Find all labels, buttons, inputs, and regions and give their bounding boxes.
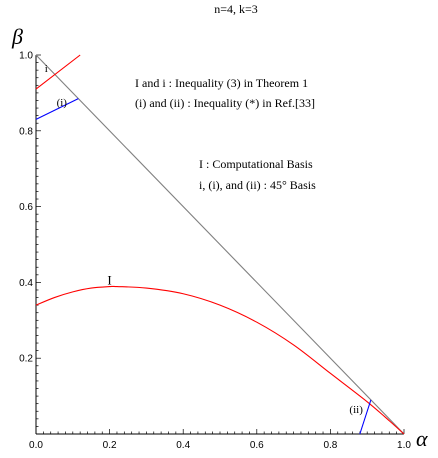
x-tick-label: 0.6 bbox=[250, 440, 264, 451]
y-ticks: 0.2 0.4 0.6 0.8 1.0 bbox=[19, 51, 33, 365]
y-axis-label: β bbox=[11, 24, 23, 49]
annotation-label: (ii) bbox=[349, 404, 363, 416]
minor-ticks bbox=[35, 54, 405, 435]
x-axis-label: α bbox=[416, 426, 428, 451]
x-tick-label: 0.0 bbox=[29, 440, 43, 451]
legend-line-1: I and i : Inequality (3) in Theorem 1 bbox=[135, 76, 308, 90]
y-tick-label: 1.0 bbox=[19, 51, 33, 62]
chart-title: n=4, k=3 bbox=[214, 2, 258, 16]
y-tick-label: 0.6 bbox=[19, 202, 33, 213]
legend-line-2: (i) and (ii) : Inequality (*) in Ref.[33… bbox=[135, 96, 315, 110]
x-tick-label: 1.0 bbox=[397, 440, 411, 451]
legend: I and i : Inequality (3) in Theorem 1 (i… bbox=[135, 76, 316, 192]
annotation-label: (i) bbox=[57, 97, 68, 109]
y-tick-label: 0.8 bbox=[19, 126, 33, 137]
x-tick-label: 0.2 bbox=[103, 440, 117, 451]
series-i-line bbox=[35, 285, 405, 435]
annotation-label: I bbox=[107, 272, 111, 287]
legend-line-4: i, (i), and (ii) : 45° Basis bbox=[199, 178, 316, 192]
y-tick-label: 0.2 bbox=[19, 354, 33, 365]
annotation-label: i bbox=[45, 63, 48, 75]
series-i-line bbox=[35, 98, 79, 120]
series-ii-line bbox=[359, 399, 372, 435]
annotation-layer: i (i) I (ii) bbox=[45, 63, 363, 416]
x-tick-label: 0.8 bbox=[323, 440, 337, 451]
series-boundary-line bbox=[35, 54, 405, 435]
legend-line-3: I : Computational Basis bbox=[199, 157, 313, 171]
x-ticks: 0.0 0.2 0.4 0.6 0.8 1.0 bbox=[29, 440, 411, 451]
series-i-line bbox=[35, 54, 81, 90]
y-tick-label: 0.4 bbox=[19, 278, 33, 289]
x-tick-label: 0.4 bbox=[176, 440, 190, 451]
series-layer bbox=[35, 54, 405, 435]
